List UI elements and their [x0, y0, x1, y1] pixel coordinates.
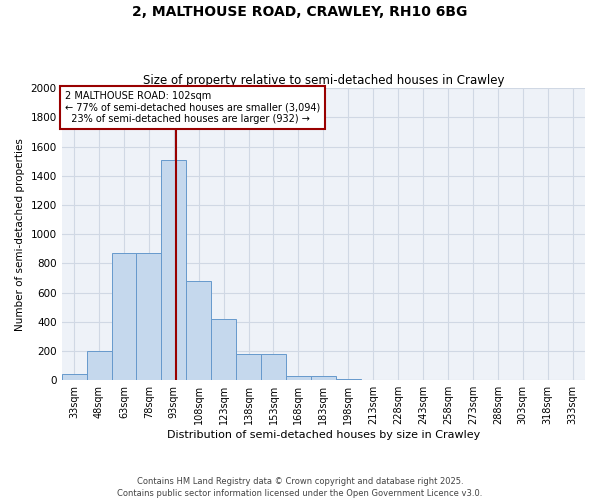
Bar	[161, 160, 186, 380]
Title: Size of property relative to semi-detached houses in Crawley: Size of property relative to semi-detach…	[143, 74, 504, 87]
Bar	[286, 376, 311, 380]
Bar	[311, 376, 336, 380]
Bar	[261, 354, 286, 380]
Y-axis label: Number of semi-detached properties: Number of semi-detached properties	[15, 138, 25, 330]
Bar	[112, 253, 136, 380]
Bar	[211, 319, 236, 380]
Bar	[136, 253, 161, 380]
Bar	[62, 374, 86, 380]
Bar	[86, 351, 112, 380]
Bar	[236, 354, 261, 380]
Bar	[186, 281, 211, 380]
Text: 2 MALTHOUSE ROAD: 102sqm
← 77% of semi-detached houses are smaller (3,094)
  23%: 2 MALTHOUSE ROAD: 102sqm ← 77% of semi-d…	[65, 91, 320, 124]
Text: 2, MALTHOUSE ROAD, CRAWLEY, RH10 6BG: 2, MALTHOUSE ROAD, CRAWLEY, RH10 6BG	[133, 5, 467, 19]
X-axis label: Distribution of semi-detached houses by size in Crawley: Distribution of semi-detached houses by …	[167, 430, 480, 440]
Text: Contains HM Land Registry data © Crown copyright and database right 2025.
Contai: Contains HM Land Registry data © Crown c…	[118, 476, 482, 498]
